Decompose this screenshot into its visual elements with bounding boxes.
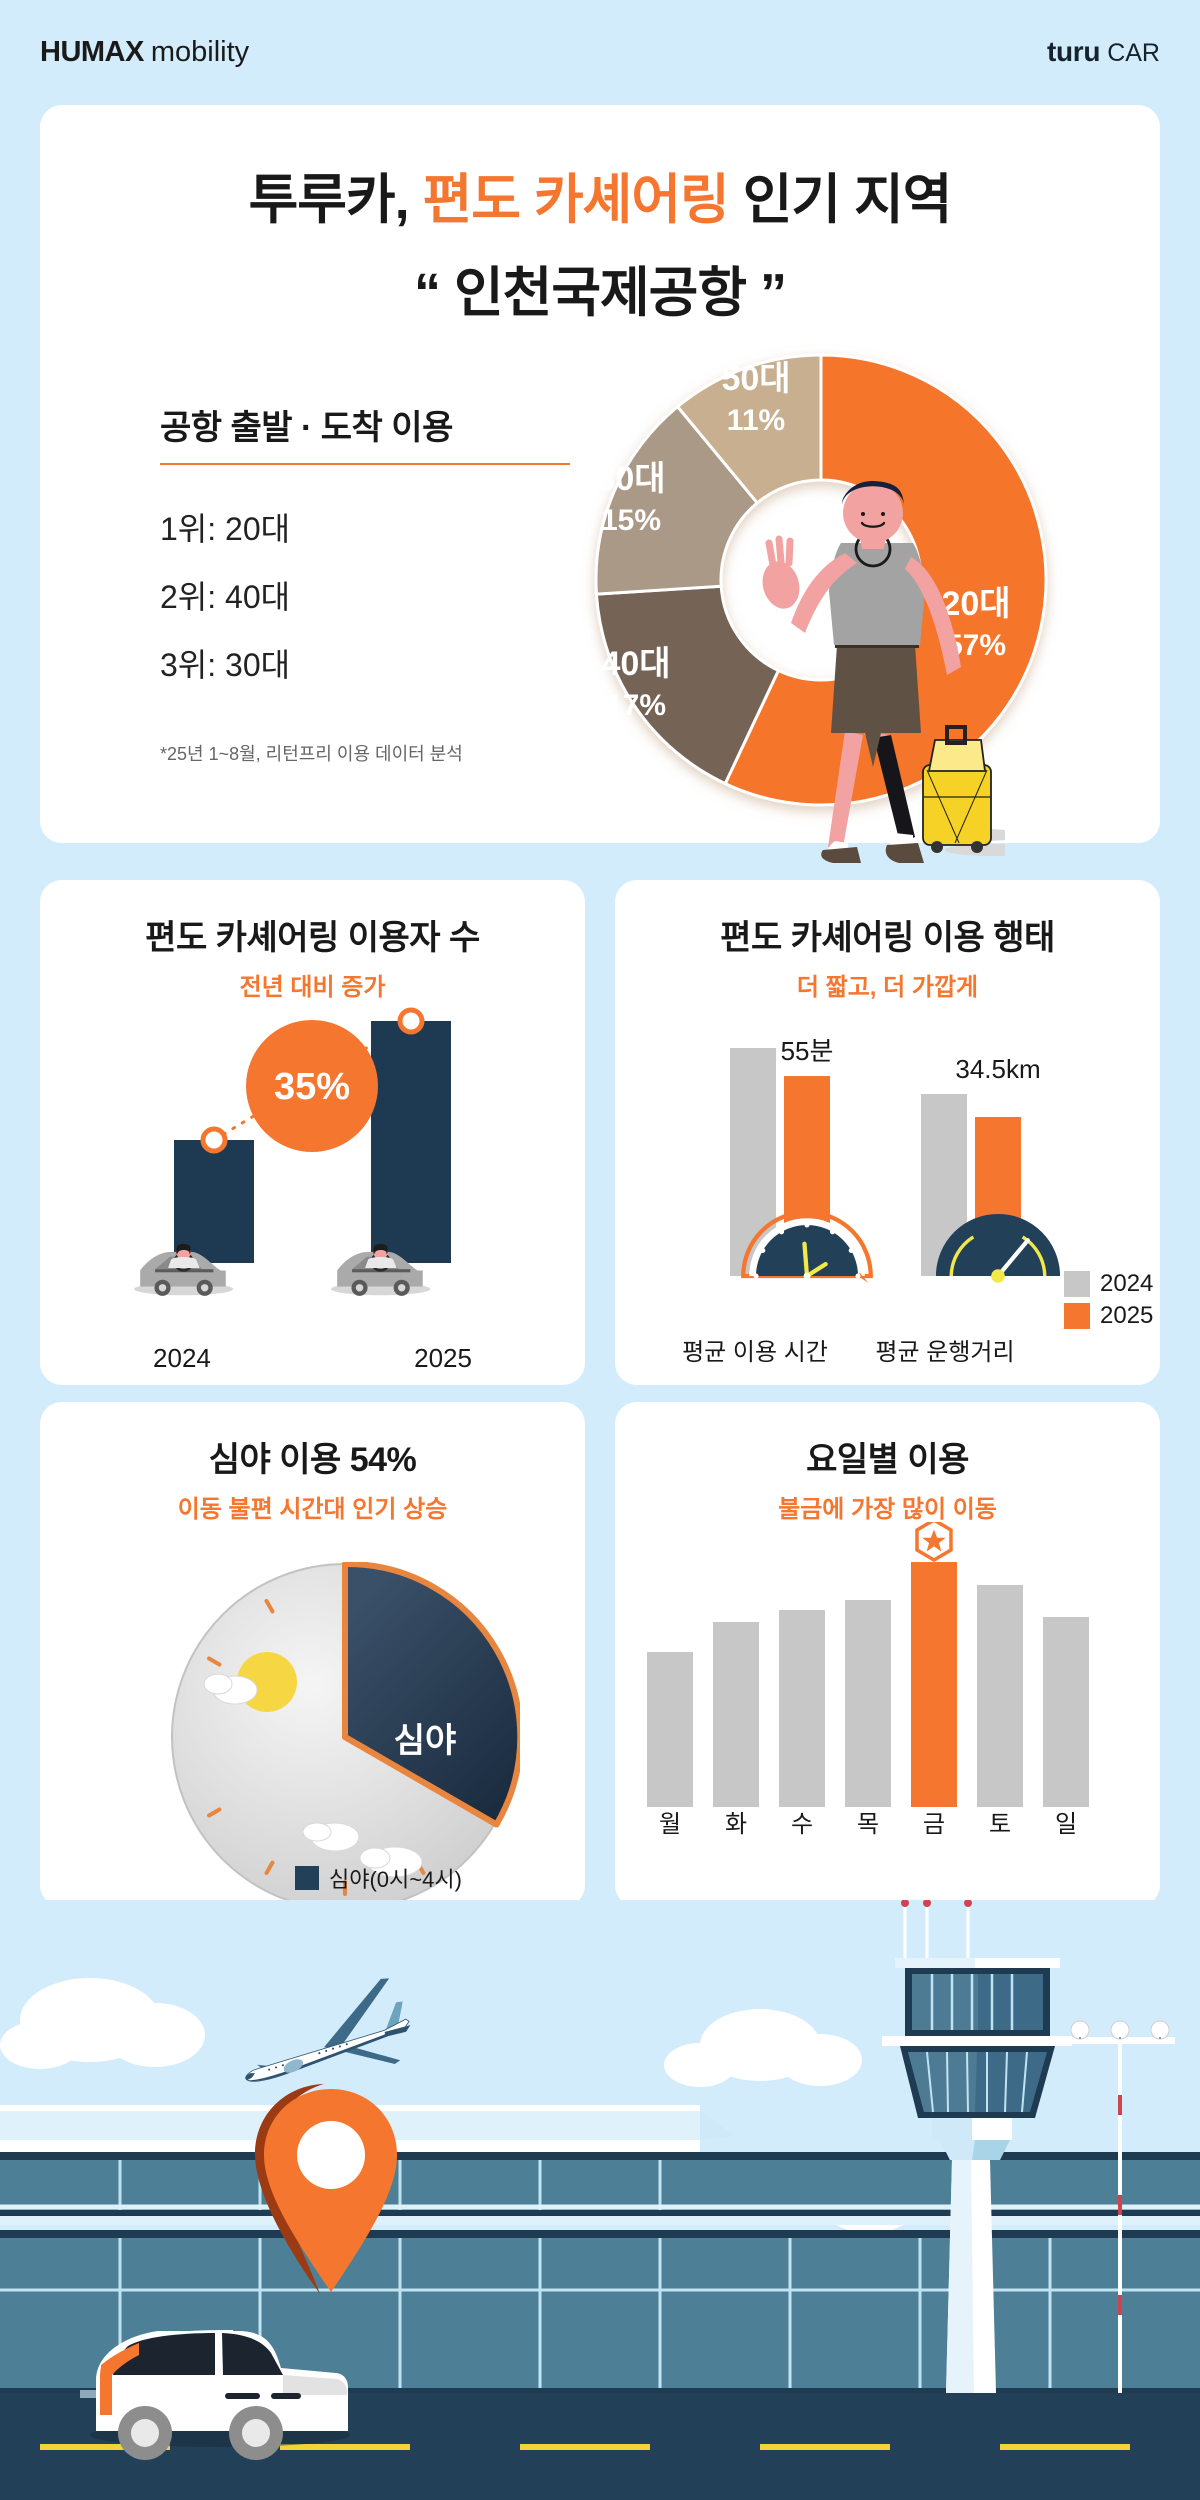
svg-text:월: 월 (659, 1811, 681, 1838)
svg-text:15%: 15% (601, 504, 661, 537)
svg-text:11%: 11% (727, 404, 785, 437)
svg-text:55분: 55분 (781, 1036, 834, 1066)
svg-text:34.5km: 34.5km (955, 1054, 1040, 1084)
svg-text:50대: 50대 (721, 360, 790, 398)
svg-text:수: 수 (791, 1811, 813, 1838)
svg-text:30대: 30대 (596, 460, 665, 498)
svg-text:일: 일 (1055, 1811, 1077, 1838)
svg-text:40대: 40대 (601, 645, 670, 683)
svg-text:목: 목 (857, 1811, 879, 1838)
svg-text:토: 토 (989, 1811, 1011, 1838)
svg-text:금: 금 (923, 1811, 945, 1838)
svg-text:17%: 17% (606, 689, 666, 722)
svg-text:화: 화 (725, 1811, 747, 1838)
svg-text:35%: 35% (274, 1066, 350, 1108)
svg-text:심야: 심야 (394, 1722, 457, 1760)
